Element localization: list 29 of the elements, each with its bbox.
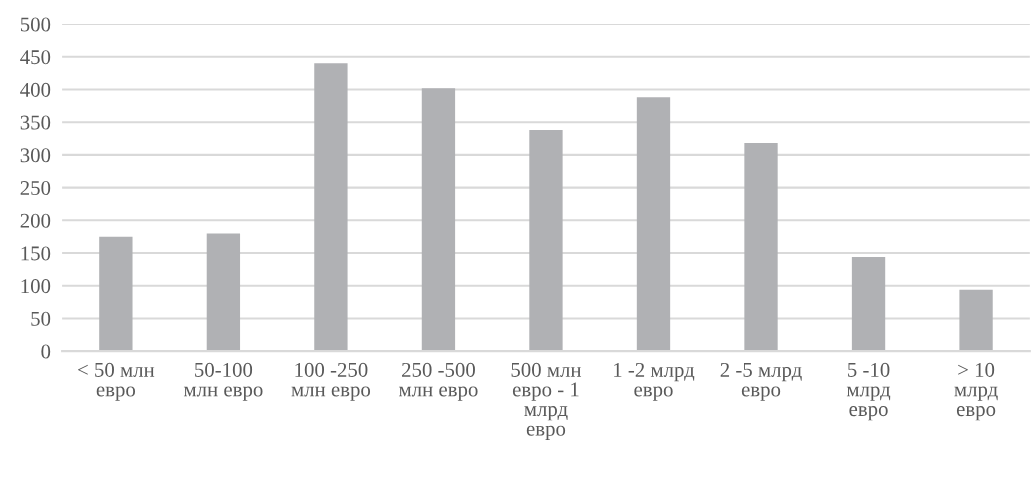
y-tick-label: 200 [20,213,51,228]
bar [636,97,671,352]
x-tick-label: > 10 млрд евро [954,362,998,421]
y-tick-label: 450 [20,50,51,65]
bar [206,233,241,352]
bar [959,289,993,352]
y-tick-label: 300 [20,148,51,163]
x-tick-label: 1 -2 млрд евро [614,362,695,401]
bar [851,256,886,352]
y-tick-label: 350 [20,115,51,130]
y-tick-label: 100 [21,279,51,294]
bar [529,130,563,352]
x-tick-label: < 50 млн евро [78,362,155,401]
y-tick-label: 500 [20,17,51,32]
y-tick-label: 400 [20,82,51,97]
y-tick-label: 250 [20,180,51,196]
bar [421,88,456,352]
x-tick-label: 5 -10 млрд евро [846,362,891,421]
x-tick-label: 500 млн евро - 1 млрд евро [511,362,582,440]
bar [99,236,133,352]
x-tick-label: 2 -5 млрд евро [720,362,802,401]
bar [314,63,348,352]
x-tick-label: 50-100 млн евро [183,362,263,401]
bar [744,143,778,352]
x-tick-label: 100 -250 млн евро [291,362,371,401]
y-tick-label: 0 [41,344,51,359]
x-tick-label: 250 -500 млн евро [398,362,478,401]
y-tick-label: 150 [21,246,51,261]
y-tick-label: 50 [31,311,51,326]
